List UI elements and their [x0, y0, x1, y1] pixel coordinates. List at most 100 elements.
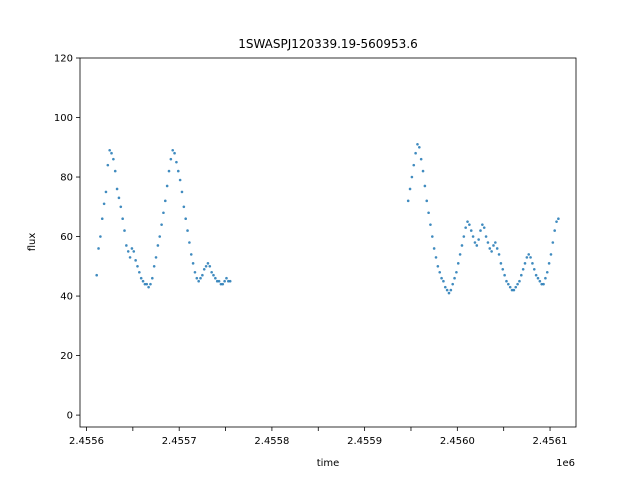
- y-tick-label: 100: [54, 113, 73, 124]
- data-point: [108, 148, 111, 152]
- data-point: [425, 199, 429, 203]
- x-tick-label: 2.4560: [440, 436, 475, 447]
- data-point: [514, 285, 518, 289]
- data-point: [481, 223, 484, 226]
- data-point: [512, 288, 516, 292]
- data-point: [134, 259, 137, 262]
- data-point: [538, 279, 542, 283]
- y-axis-label: flux: [27, 233, 38, 252]
- data-point: [482, 226, 486, 229]
- data-point: [547, 262, 551, 265]
- data-point: [175, 160, 178, 164]
- data-point: [412, 163, 416, 167]
- data-point: [151, 276, 154, 280]
- data-point: [469, 229, 473, 232]
- data-point: [176, 169, 180, 173]
- data-point: [141, 279, 145, 283]
- data-point: [529, 256, 532, 259]
- y-axis-ticks: 0 20 40 60 80 100 120: [54, 54, 80, 422]
- data-point: [167, 169, 171, 173]
- data-point: [531, 262, 534, 265]
- data-point: [102, 202, 106, 206]
- data-point: [221, 282, 225, 286]
- data-point: [100, 217, 104, 220]
- data-point: [113, 169, 117, 173]
- data-point: [171, 148, 175, 152]
- data-point: [462, 235, 466, 238]
- data-point: [486, 241, 490, 244]
- data-point: [197, 279, 200, 283]
- data-point: [532, 267, 536, 271]
- data-point: [410, 175, 414, 179]
- data-point: [106, 163, 110, 167]
- data-point: [119, 205, 123, 209]
- data-point: [438, 270, 442, 274]
- data-point: [523, 262, 527, 265]
- data-point: [139, 276, 143, 280]
- x-axis-offset-label: 1e6: [556, 458, 575, 469]
- x-axis-ticks: 2.4556 2.4557 2.4558 2.4559 2.4560 2.4561: [69, 427, 568, 447]
- data-point: [123, 229, 126, 232]
- data-point: [468, 223, 471, 226]
- data-point: [204, 265, 208, 268]
- data-point: [208, 265, 212, 268]
- data-point: [458, 253, 462, 256]
- data-point: [182, 205, 186, 209]
- data-point: [508, 285, 512, 289]
- data-point: [473, 241, 477, 244]
- data-point: [466, 220, 469, 223]
- data-point: [421, 169, 425, 173]
- data-point: [193, 270, 197, 274]
- data-point: [136, 265, 139, 268]
- data-point: [154, 256, 158, 259]
- data-point: [418, 145, 421, 149]
- data-point: [419, 157, 423, 161]
- data-point: [178, 178, 182, 182]
- x-tick-label: 2.4557: [162, 436, 197, 447]
- data-point: [501, 267, 505, 271]
- data-point: [143, 282, 147, 286]
- data-point: [162, 211, 165, 215]
- data-point: [442, 279, 445, 283]
- data-point: [202, 267, 206, 271]
- x-tick-label: 2.4556: [69, 436, 104, 447]
- data-point: [497, 253, 501, 256]
- data-point: [540, 282, 543, 286]
- data-point: [132, 250, 136, 253]
- data-point: [460, 244, 464, 247]
- data-point: [95, 273, 98, 277]
- data-point: [414, 151, 417, 155]
- y-tick-label: 20: [60, 351, 73, 362]
- y-tick-label: 120: [54, 54, 73, 65]
- data-point: [427, 211, 430, 215]
- data-point: [456, 262, 460, 265]
- data-point: [110, 151, 113, 155]
- data-point: [184, 217, 187, 220]
- data-point: [525, 256, 529, 259]
- y-tick-label: 60: [60, 232, 73, 243]
- y-tick-label: 0: [67, 411, 73, 422]
- data-point: [163, 199, 167, 203]
- y-tick-label: 40: [60, 292, 73, 303]
- data-point: [158, 235, 162, 238]
- data-point: [455, 270, 458, 274]
- data-point: [121, 217, 124, 220]
- data-point: [227, 279, 230, 283]
- data-point: [429, 223, 432, 226]
- data-point: [449, 288, 453, 292]
- data-point: [447, 291, 451, 295]
- data-point: [97, 247, 100, 250]
- data-point: [545, 270, 549, 274]
- x-axis-label: time: [317, 458, 340, 469]
- data-point: [191, 262, 195, 265]
- data-point: [206, 262, 210, 265]
- data-point: [180, 190, 184, 194]
- data-point: [117, 196, 121, 200]
- data-point: [527, 253, 531, 256]
- data-point: [503, 273, 506, 277]
- data-point: [104, 190, 108, 194]
- data-point: [214, 276, 217, 280]
- data-point: [125, 244, 128, 247]
- y-tick-label: 80: [60, 173, 73, 184]
- data-point: [406, 199, 410, 203]
